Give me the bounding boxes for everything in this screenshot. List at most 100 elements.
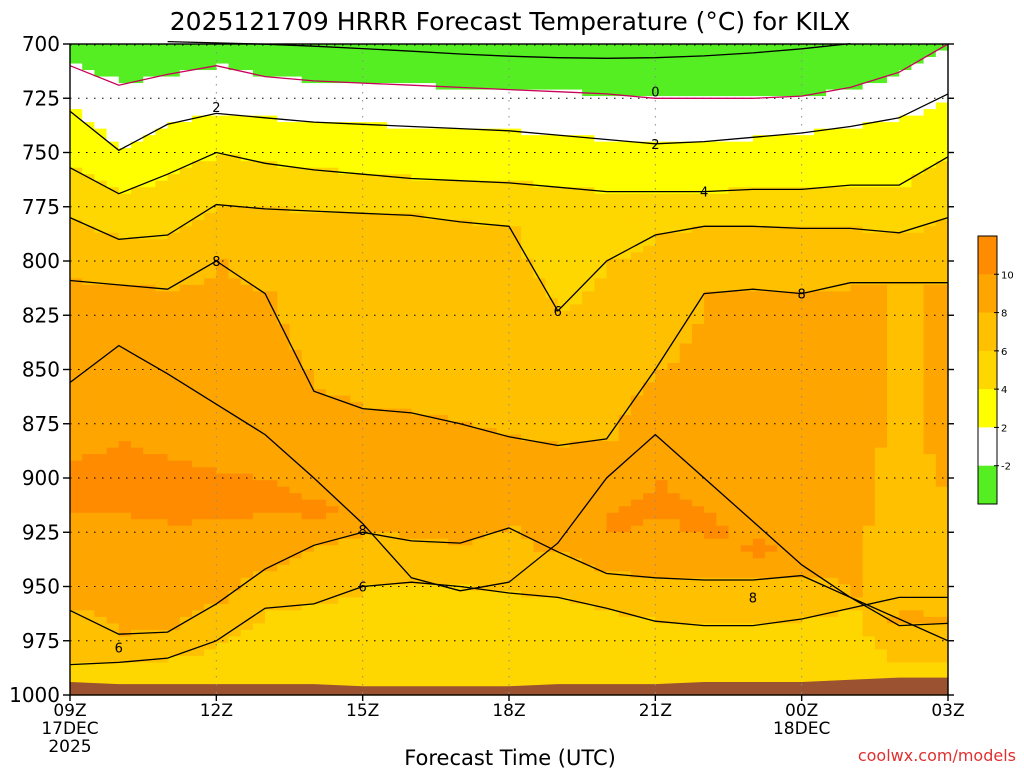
temperature-cell (106, 486, 120, 494)
temperature-cell (301, 271, 315, 279)
temperature-cell (155, 271, 169, 279)
temperature-cell (448, 584, 461, 592)
temperature-cell (545, 174, 559, 182)
temperature-cell (667, 70, 681, 78)
temperature-cell (399, 141, 413, 149)
temperature-cell (240, 473, 254, 481)
temperature-cell (228, 154, 242, 162)
temperature-cell (106, 336, 120, 345)
temperature-cell (643, 382, 656, 390)
temperature-cell (228, 343, 242, 351)
temperature-cell (265, 525, 278, 533)
temperature-cell (496, 343, 510, 351)
temperature-cell (435, 122, 449, 130)
temperature-cell (277, 590, 291, 598)
temperature-cell (240, 252, 254, 260)
temperature-cell (606, 506, 620, 514)
temperature-cell (338, 493, 352, 501)
temperature-cell (155, 356, 169, 364)
temperature-cell (618, 50, 632, 58)
temperature-cell (557, 642, 571, 651)
temperature-cell (569, 616, 583, 624)
temperature-cell (106, 252, 120, 260)
temperature-cell (582, 597, 595, 605)
temperature-cell (362, 349, 376, 358)
temperature-cell (411, 616, 425, 624)
temperature-cell (191, 571, 205, 579)
temperature-cell (496, 571, 510, 579)
temperature-cell (143, 421, 156, 429)
temperature-cell (630, 271, 644, 279)
temperature-cell (484, 447, 498, 455)
temperature-cell (435, 362, 449, 371)
temperature-cell (167, 473, 181, 481)
temperature-cell (252, 415, 266, 423)
temperature-cell (82, 675, 95, 683)
temperature-cell (387, 519, 400, 527)
temperature-cell (484, 128, 498, 136)
temperature-cell (179, 278, 193, 286)
temperature-cell (106, 454, 120, 462)
temperature-cell (82, 655, 95, 664)
temperature-cell (374, 584, 388, 592)
temperature-cell (374, 603, 388, 611)
temperature-cell (277, 428, 291, 436)
temperature-cell (94, 213, 108, 221)
temperature-cell (533, 226, 547, 234)
temperature-cell (448, 662, 461, 670)
temperature-cell (265, 590, 278, 598)
temperature-cell (118, 382, 132, 390)
temperature-cell (606, 200, 620, 208)
temperature-cell (228, 402, 242, 410)
temperature-cell (82, 141, 95, 149)
temperature-cell (338, 304, 352, 312)
temperature-cell (70, 675, 83, 683)
temperature-cell (362, 675, 376, 683)
temperature-cell (130, 376, 144, 384)
temperature-cell (216, 642, 230, 651)
temperature-cell (411, 473, 425, 481)
temperature-cell (155, 623, 169, 631)
temperature-cell (277, 109, 291, 117)
temperature-cell (228, 128, 242, 136)
temperature-cell (265, 402, 278, 410)
temperature-cell (484, 538, 498, 546)
temperature-cell (521, 623, 534, 631)
temperature-cell (94, 96, 108, 104)
temperature-cell (70, 115, 83, 123)
temperature-cell (460, 193, 474, 201)
temperature-cell (496, 480, 510, 488)
temperature-cell (362, 356, 376, 364)
temperature-cell (411, 590, 425, 598)
temperature-cell (216, 239, 230, 247)
temperature-cell (606, 532, 620, 540)
temperature-cell (265, 584, 278, 592)
temperature-cell (423, 297, 437, 305)
temperature-cell (204, 649, 217, 657)
temperature-cell (533, 655, 547, 664)
temperature-cell (435, 441, 449, 449)
temperature-cell (606, 395, 620, 403)
temperature-cell (435, 226, 449, 234)
temperature-cell (350, 336, 364, 345)
temperature-cell (82, 512, 95, 520)
temperature-cell (582, 96, 595, 104)
temperature-cell (509, 441, 522, 449)
temperature-cell (374, 649, 388, 657)
temperature-cell (509, 89, 522, 97)
temperature-cell (606, 642, 620, 651)
temperature-cell (130, 590, 144, 598)
temperature-cell (509, 389, 522, 397)
temperature-cell (216, 421, 230, 429)
temperature-cell (130, 564, 144, 572)
temperature-cell (167, 174, 181, 182)
temperature-cell (167, 493, 181, 501)
temperature-cell (362, 232, 376, 240)
temperature-cell (472, 577, 486, 585)
temperature-cell (228, 551, 242, 559)
temperature-cell (557, 584, 571, 592)
temperature-cell (155, 447, 169, 455)
temperature-cell (228, 291, 242, 299)
temperature-cell (106, 512, 120, 520)
temperature-cell (338, 564, 352, 572)
